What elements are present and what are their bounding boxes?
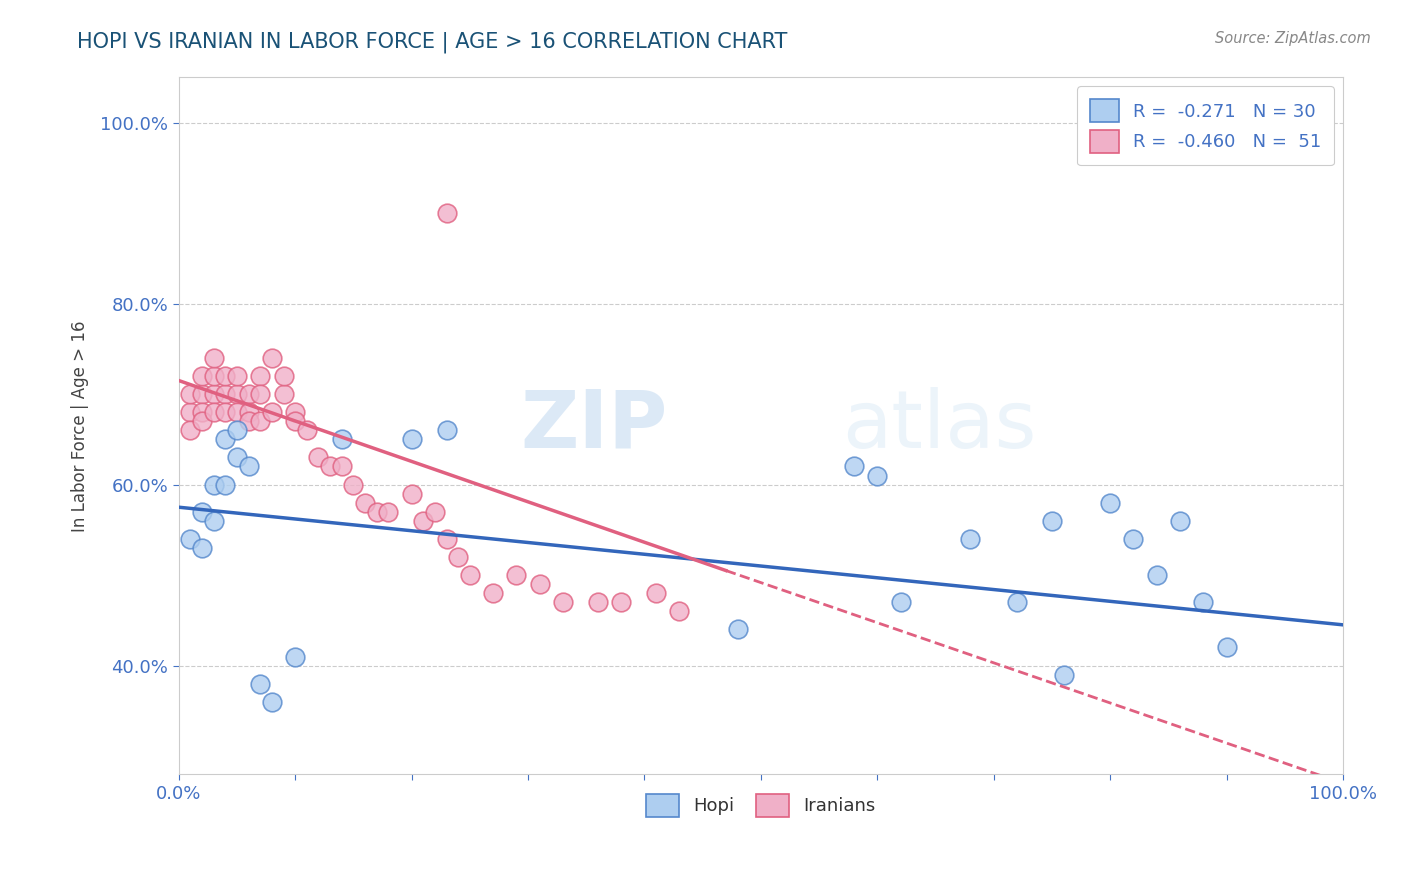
Point: [238, 387, 260, 401]
Point: [226, 405, 249, 419]
Point: [436, 532, 458, 546]
Point: [1192, 595, 1215, 609]
Point: [330, 459, 353, 474]
Point: [260, 351, 283, 365]
Point: [214, 405, 236, 419]
Point: [377, 505, 399, 519]
Point: [610, 595, 633, 609]
Point: [284, 405, 307, 419]
Point: [191, 405, 214, 419]
Point: [1052, 667, 1074, 681]
Point: [202, 477, 225, 491]
Point: [436, 206, 458, 220]
Point: [551, 595, 574, 609]
Point: [959, 532, 981, 546]
Point: [354, 496, 377, 510]
Point: [482, 586, 505, 600]
Point: [202, 369, 225, 384]
Point: [214, 433, 236, 447]
Point: [214, 387, 236, 401]
Point: [458, 568, 481, 582]
Point: [319, 459, 342, 474]
Point: [226, 369, 249, 384]
Point: [249, 369, 271, 384]
Point: [238, 414, 260, 428]
Point: [866, 468, 889, 483]
Point: [273, 387, 295, 401]
Point: [249, 676, 271, 690]
Point: [226, 450, 249, 465]
Point: [366, 505, 388, 519]
Legend: Hopi, Iranians: Hopi, Iranians: [640, 787, 883, 824]
Point: [401, 433, 423, 447]
Point: [191, 541, 214, 555]
Point: [260, 405, 283, 419]
Point: [890, 595, 912, 609]
Point: [447, 549, 470, 564]
Point: [202, 405, 225, 419]
Text: HOPI VS IRANIAN IN LABOR FORCE | AGE > 16 CORRELATION CHART: HOPI VS IRANIAN IN LABOR FORCE | AGE > 1…: [77, 31, 787, 53]
Point: [308, 450, 330, 465]
Point: [202, 351, 225, 365]
Point: [214, 369, 236, 384]
Point: [249, 387, 271, 401]
Point: [202, 514, 225, 528]
Point: [191, 369, 214, 384]
Point: [1168, 514, 1191, 528]
Point: [1099, 496, 1122, 510]
Point: [529, 577, 551, 591]
Point: [179, 532, 201, 546]
Point: [191, 414, 214, 428]
Text: Source: ZipAtlas.com: Source: ZipAtlas.com: [1215, 31, 1371, 46]
Point: [226, 387, 249, 401]
Point: [668, 604, 690, 618]
Text: atlas: atlas: [842, 387, 1036, 465]
Point: [645, 586, 668, 600]
Point: [284, 414, 307, 428]
Point: [1215, 640, 1237, 655]
Point: [295, 423, 318, 437]
Point: [179, 405, 201, 419]
Point: [436, 423, 458, 437]
Point: [191, 387, 214, 401]
Point: [179, 387, 201, 401]
Point: [423, 505, 446, 519]
Point: [273, 369, 295, 384]
Point: [260, 695, 283, 709]
Point: [1146, 568, 1168, 582]
Point: [727, 623, 749, 637]
Point: [284, 649, 307, 664]
Point: [238, 405, 260, 419]
Point: [214, 477, 236, 491]
Point: [342, 477, 364, 491]
Point: [412, 514, 434, 528]
Point: [401, 486, 423, 500]
Point: [586, 595, 609, 609]
Point: [505, 568, 527, 582]
Point: [842, 459, 865, 474]
Point: [1005, 595, 1028, 609]
Y-axis label: In Labor Force | Age > 16: In Labor Force | Age > 16: [72, 320, 89, 532]
Point: [330, 433, 353, 447]
Point: [1040, 514, 1063, 528]
Point: [202, 387, 225, 401]
Point: [191, 505, 214, 519]
Point: [179, 423, 201, 437]
Point: [226, 423, 249, 437]
Point: [1122, 532, 1144, 546]
Point: [238, 459, 260, 474]
Text: ZIP: ZIP: [520, 387, 668, 465]
Point: [249, 414, 271, 428]
